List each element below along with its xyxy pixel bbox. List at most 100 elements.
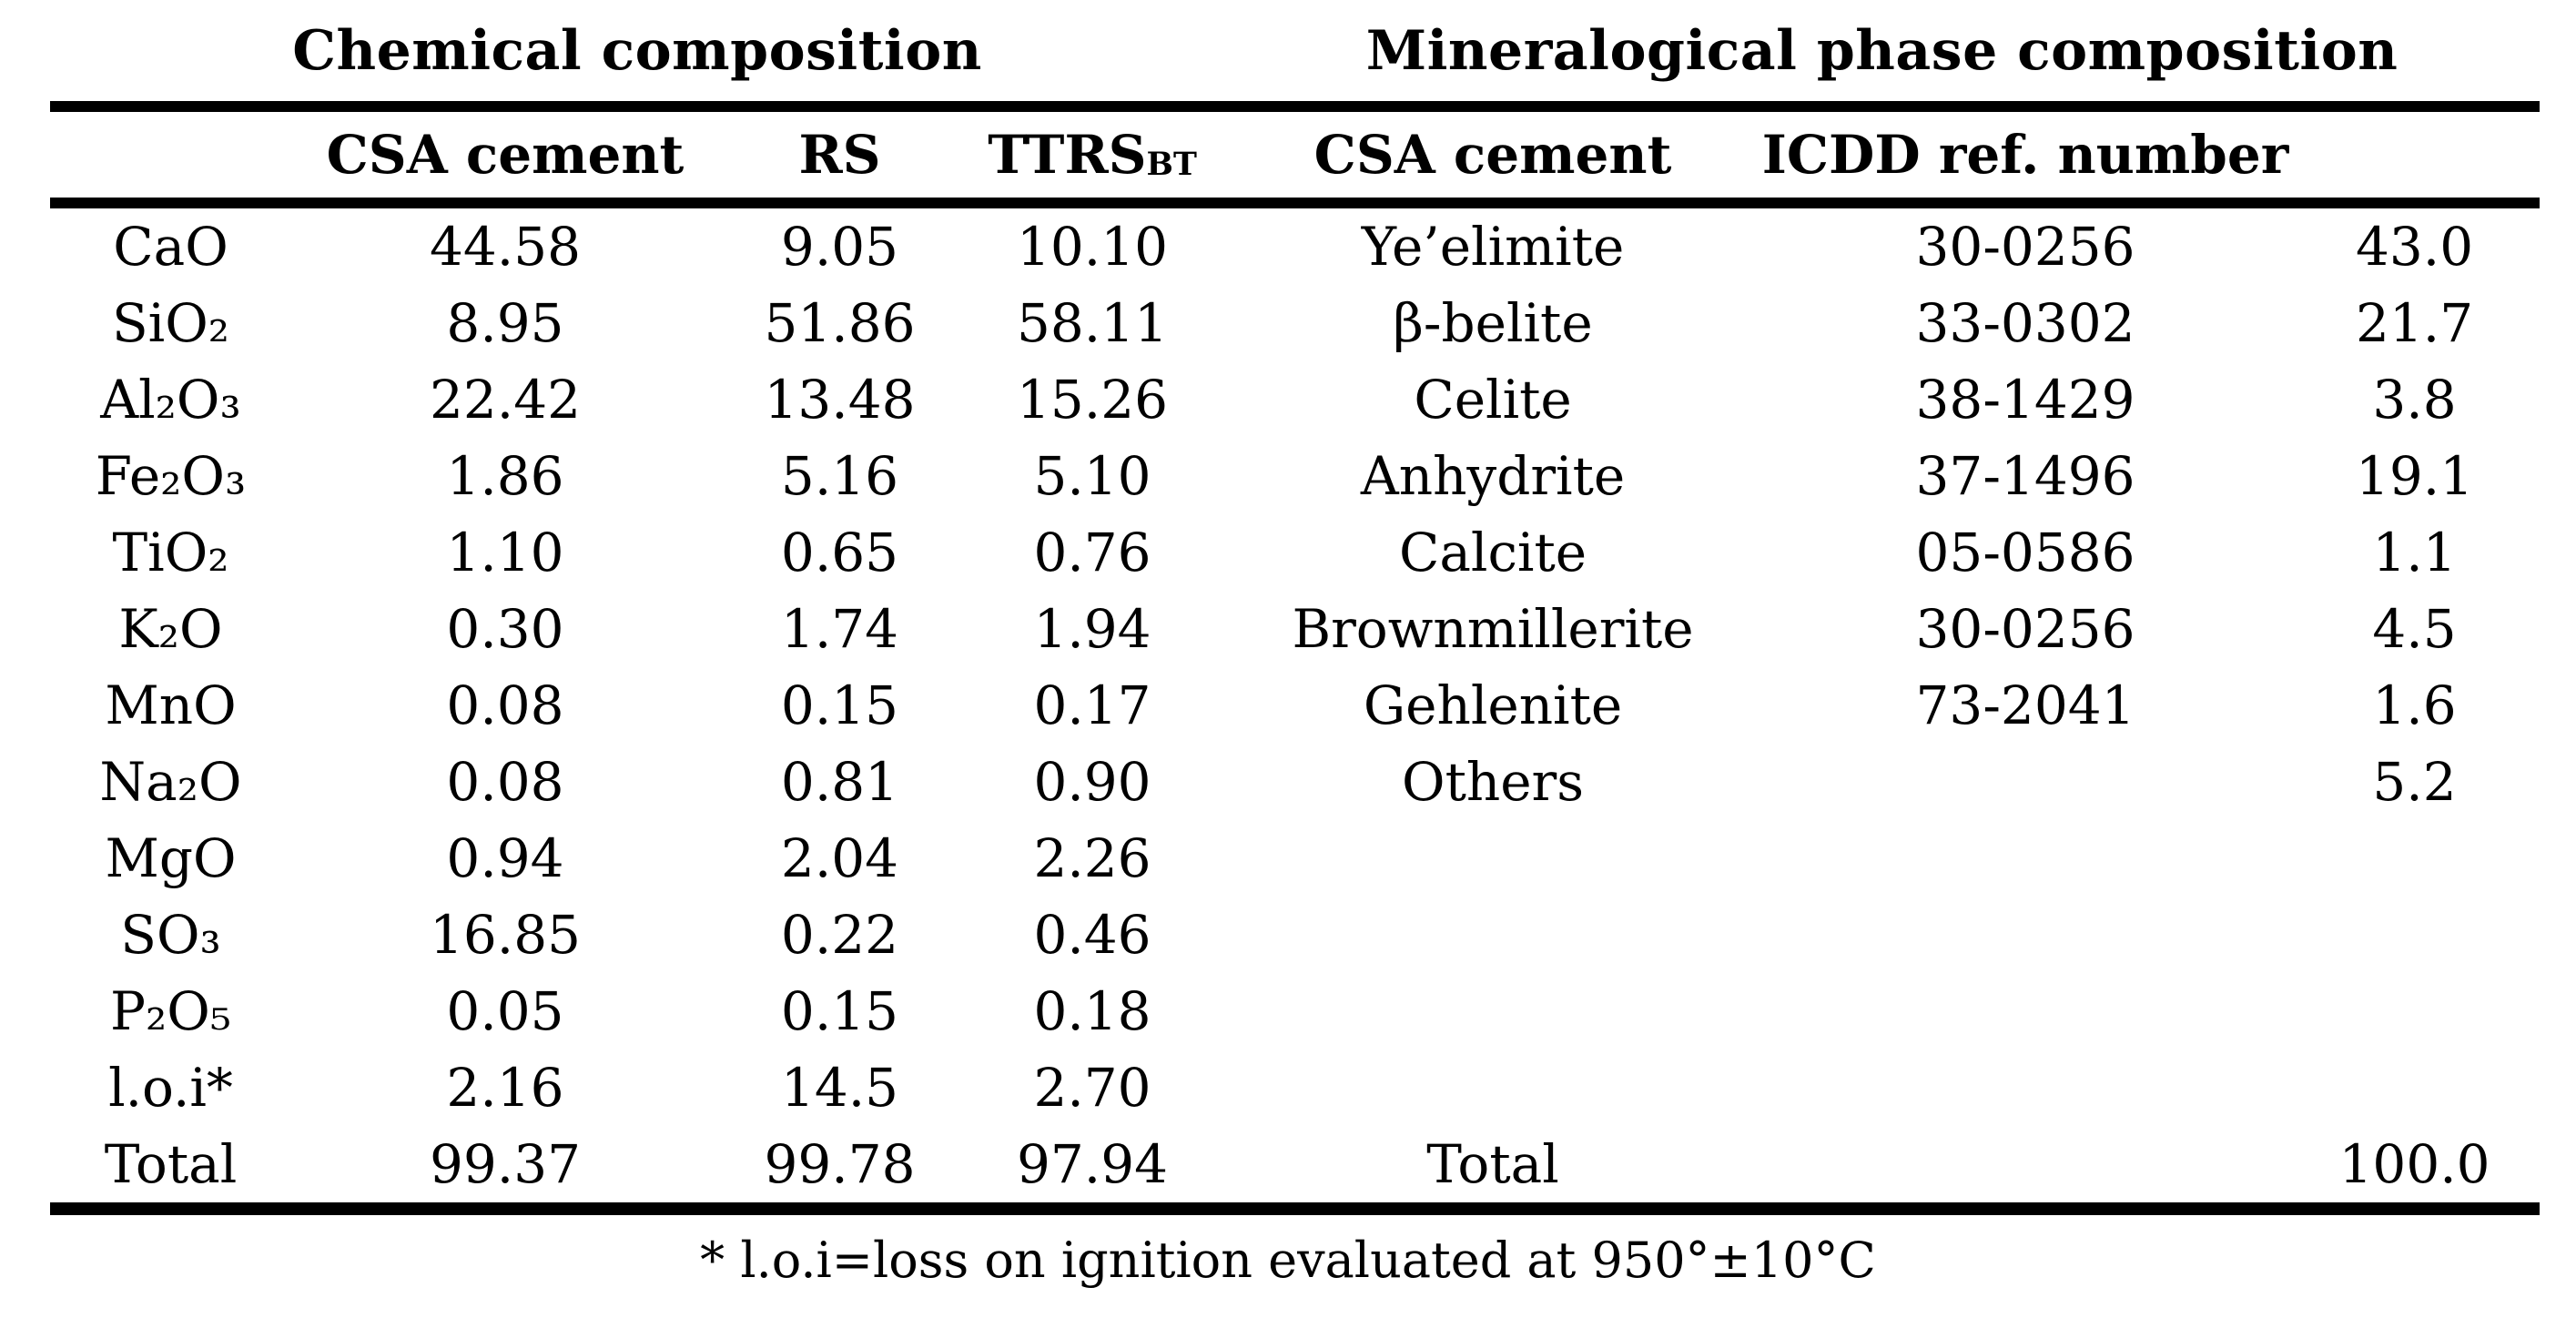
oxide-label: MgO [105,827,237,889]
csa-value: 99.37 [291,1126,719,1215]
section-header-row: Chemical composition Mineralogical phase… [50,0,2541,112]
icdd-value: 30-0256 [1915,216,2135,278]
wt-value: 5.2 [2372,751,2457,813]
wt-value: 100.0 [2289,1126,2541,1215]
rs-value: 0.65 [780,522,899,583]
icdd-value: 05-0586 [1915,522,2135,583]
phase-label [1224,820,1761,897]
rs-value: 0.22 [780,904,899,966]
wt-value: 4.5 [2372,598,2457,660]
table-row: SiO₂ 8.95 51.86 58.11 β-belite 33-0302 2… [50,285,2540,361]
phase-label: Total [1224,1126,1762,1215]
table-row: K₂O 0.30 1.74 1.94 Brownmillerite 30-025… [50,591,2540,667]
oxide-label: Fe₂O₃ [95,445,247,507]
rs-value: 5.16 [780,445,899,507]
csa-value: 44.58 [429,216,582,278]
section-title-mineralogical: Mineralogical phase composition [1224,0,2541,112]
icdd-value [1761,897,2289,973]
wt-value [2289,973,2540,1049]
csa-value: 2.16 [446,1057,564,1119]
table-row: P₂O₅ 0.05 0.15 0.18 [50,973,2540,1049]
ttrs-value: 0.90 [1033,751,1151,813]
table-row: CaO 44.58 9.05 10.10 Ye’elimite 30-0256 … [50,203,2540,285]
ttrs-value: 0.46 [1033,904,1151,966]
rs-value: 14.5 [780,1057,899,1119]
table-row-total: Total 99.37 99.78 97.94 Total 100.0 [50,1126,2541,1215]
ttrs-value: 97.94 [960,1126,1225,1215]
table-row: SO₃ 16.85 0.22 0.46 [50,897,2540,973]
wt-value: 43.0 [2355,216,2474,278]
csa-value: 0.08 [446,674,564,736]
table-row: MgO 0.94 2.04 2.26 [50,820,2540,897]
ttrs-value: 15.26 [1016,369,1169,431]
csa-value: 0.05 [446,980,564,1042]
wt-value: 19.1 [2355,445,2474,507]
wt-value [2289,820,2540,897]
ttrs-value: 5.10 [1033,445,1151,507]
table-row: TiO₂ 1.10 0.65 0.76 Calcite 05-0586 1.1 [50,514,2540,591]
ttrs-value: 0.76 [1033,522,1151,583]
phase-label: Anhydrite [1360,445,1626,507]
icdd-value [1761,744,2289,820]
table-row: Fe₂O₃ 1.86 5.16 5.10 Anhydrite 37-1496 1… [50,438,2540,514]
phase-label [1224,973,1761,1049]
footnote: * l.o.i=loss on ignition evaluated at 95… [700,1232,1876,1289]
col-header-ttrs: TTRSBT [960,106,1225,208]
col-header-wt-blank [2289,106,2541,208]
rs-value: 0.81 [780,751,899,813]
col-header-min-csa-cement: CSA cement [1224,106,1762,208]
wt-value [2289,897,2540,973]
rs-value: 0.15 [780,674,899,736]
table-row: l.o.i* 2.16 14.5 2.70 [50,1049,2540,1126]
phase-label: Gehlenite [1363,674,1623,736]
column-header-row: CSA cement RS TTRSBT CSA cement ICDD ref… [50,106,2541,208]
col-header-icdd-ref-number: ICDD ref. number [1761,106,2290,208]
oxide-label: K₂O [118,598,223,660]
oxide-label: MnO [105,674,237,736]
csa-value: 0.08 [446,751,564,813]
csa-value: 1.86 [446,445,564,507]
rs-value: 9.05 [780,216,899,278]
icdd-value [1761,973,2289,1049]
col-header-rs: RS [719,106,960,208]
oxide-label: CaO [113,216,228,278]
table-row: Na₂O 0.08 0.81 0.90 Others 5.2 [50,744,2540,820]
col-header-chem-csa-cement: CSA cement [291,106,719,208]
phase-label: Calcite [1398,522,1587,583]
csa-value: 0.30 [446,598,564,660]
csa-value: 1.10 [446,522,564,583]
rs-value: 99.78 [719,1126,960,1215]
ttrs-value: 58.11 [1016,292,1169,354]
rs-value: 51.86 [764,292,916,354]
oxide-label: Na₂O [99,751,242,813]
icdd-value [1761,1126,2290,1215]
icdd-value: 38-1429 [1915,369,2135,431]
wt-value: 21.7 [2355,292,2474,354]
rs-value: 1.74 [780,598,899,660]
ttrs-value: 2.26 [1033,827,1151,889]
phase-label: Celite [1414,369,1572,431]
ttrs-base: TTRS [988,124,1147,186]
oxide-label: Al₂O₃ [100,369,241,431]
wt-value: 1.1 [2372,522,2457,583]
csa-value: 16.85 [429,904,582,966]
composition-table: Chemical composition Mineralogical phase… [50,0,2541,1215]
wt-value: 3.8 [2372,369,2457,431]
phase-label: Ye’elimite [1361,216,1625,278]
phase-label [1224,897,1761,973]
wt-value: 1.6 [2372,674,2457,736]
ttrs-value: 0.18 [1033,980,1151,1042]
rs-value: 2.04 [780,827,899,889]
ttrs-value: 0.17 [1033,674,1151,736]
phase-label: Others [1402,751,1585,813]
icdd-value: 30-0256 [1915,598,2135,660]
csa-value: 0.94 [446,827,564,889]
rs-value: 13.48 [764,369,916,431]
rs-value: 0.15 [780,980,899,1042]
oxide-label: SO₃ [120,904,221,966]
ttrs-value: 2.70 [1033,1057,1151,1119]
section-title-chemical: Chemical composition [50,0,1225,112]
ttrs-value: 10.10 [1016,216,1169,278]
phase-label: β-belite [1393,292,1593,354]
icdd-value [1761,1049,2289,1126]
